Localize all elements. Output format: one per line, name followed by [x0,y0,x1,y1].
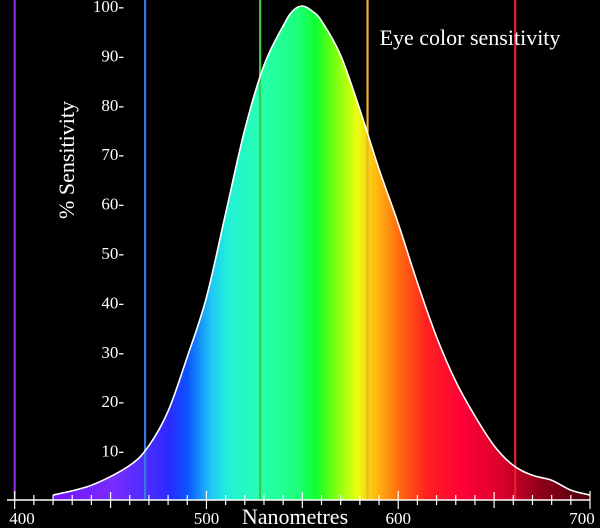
x-tick-label: 600 [385,509,411,528]
y-tick-label: 40- [101,293,124,312]
y-tick-label: 70- [101,145,124,164]
y-axis: 10- 20- 30- 40- 50- 60- 70- 80- 90- 100- [93,0,125,461]
chart-title: Eye color sensitivity [380,25,561,50]
x-axis-label: Nanometres [242,504,348,528]
y-tick-label: 50- [101,244,124,263]
reference-lines [13,0,517,500]
x-tick-label: 500 [194,509,220,528]
sensitivity-curve-outline [52,5,591,496]
x-axis: 400 500 600 700 [7,491,595,528]
y-tick-label: 90- [101,46,124,65]
y-tick-label: 60- [101,195,124,214]
sensitivity-curve-area [53,6,590,500]
x-tick-label: 700 [569,509,595,528]
y-tick-label: 100- [93,0,125,16]
y-axis-label: % Sensitivity [54,101,79,219]
y-tick-label: 20- [101,392,124,411]
y-tick-label: 30- [101,343,124,362]
y-tick-label: 80- [101,96,124,115]
x-tick-label: 400 [9,509,35,528]
y-tick-label: 10- [101,442,124,461]
